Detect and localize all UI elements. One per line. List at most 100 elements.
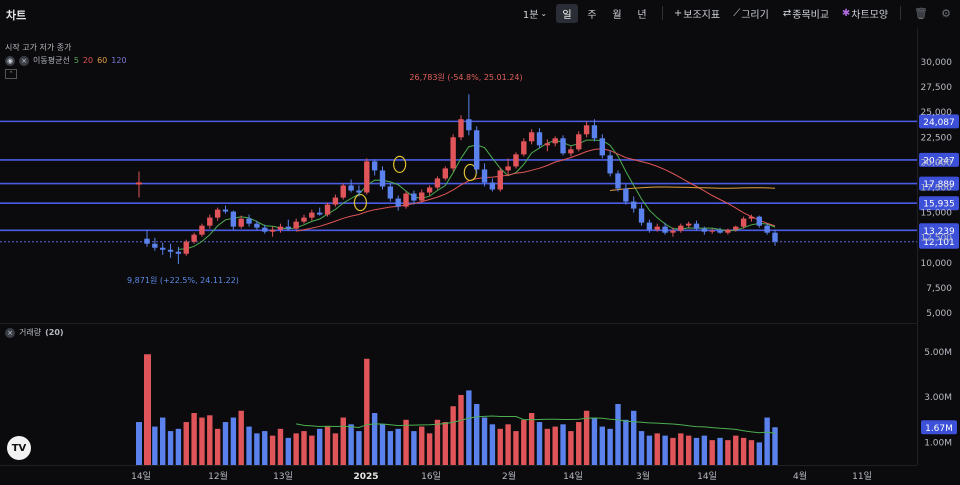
candle-body (544, 143, 551, 146)
volume-tick: 5.00M (924, 348, 952, 358)
volume-bar (395, 428, 401, 465)
volume-bar (160, 417, 166, 465)
highlight-circle (353, 193, 367, 212)
volume-bar (175, 428, 182, 465)
indicator-button[interactable]: + 보조지표 (672, 4, 722, 23)
eye-icon[interactable]: ◉ (5, 55, 15, 66)
close-icon[interactable]: × (5, 327, 15, 338)
candle-body (214, 209, 221, 218)
volume-bar (419, 426, 425, 465)
volume-bar (615, 403, 621, 465)
candle-body (654, 226, 660, 230)
price-tick: 27,500 (921, 83, 953, 93)
volume-bar (387, 431, 394, 465)
candle-body (222, 209, 229, 212)
chevron-down-icon: ⌄ (540, 9, 548, 18)
ma60-line (610, 186, 776, 191)
price-tick: 17,500 (921, 184, 953, 194)
candle-body (717, 230, 723, 233)
volume-bar (222, 422, 229, 465)
candle-body (615, 173, 621, 189)
highlight-circle (393, 155, 407, 174)
volume-bar (489, 424, 496, 465)
period-year-button[interactable]: 년 (637, 10, 647, 21)
candle-body (183, 241, 189, 254)
draw-label: 그리기 (741, 10, 769, 21)
last-price-label: 12,101 (923, 238, 955, 248)
candle-body (560, 138, 566, 154)
period-week-button[interactable]: 주 (587, 10, 597, 21)
volume-bar (654, 433, 660, 465)
volume-bar (733, 435, 739, 465)
volume-bar (638, 431, 645, 465)
high-annotation: 26,783원 (-54.8%, 25.01.24) (409, 73, 522, 82)
chart-style-button[interactable]: ✱ 차트모양 (840, 4, 890, 23)
trash-icon[interactable]: 🗑 (914, 6, 928, 20)
candle-body (521, 141, 527, 155)
volume-bar (434, 419, 441, 465)
volume-bar (230, 417, 237, 465)
candle-body (552, 138, 558, 144)
compare-icon: ⇄ (782, 8, 792, 19)
period-day-button[interactable]: 일 (556, 4, 578, 23)
close-icon[interactable]: × (19, 55, 29, 66)
time-tick: 2025 (353, 472, 378, 482)
volume-bar (740, 437, 747, 465)
candle-body (309, 212, 315, 218)
volume-bar (207, 415, 213, 465)
volume-bar (591, 417, 598, 465)
price-tick: 20,000 (921, 158, 953, 168)
volume-bar (183, 422, 189, 465)
low-annotation: 9,871원 (+22.5%, 24.11.22) (127, 276, 239, 285)
collapse-icon[interactable]: ⌃ (5, 69, 17, 79)
candle-body (772, 232, 778, 242)
candle-body (340, 185, 346, 198)
interval-label: 1분 (522, 10, 539, 21)
candle-body (277, 226, 284, 230)
time-tick: 3월 (636, 470, 650, 482)
candle-body (371, 161, 378, 171)
volume-bar (285, 437, 291, 465)
plus-icon: + (673, 8, 683, 19)
ma20-label: 20 (82, 56, 94, 65)
candle-body (458, 119, 464, 138)
volume-bar (426, 433, 433, 465)
period-month-button[interactable]: 월 (612, 10, 622, 21)
volume-name: 거래량 (19, 328, 42, 337)
volume-bar (309, 435, 315, 465)
candle-body (481, 169, 488, 183)
volume-axis: 5.00M 3.00M 1.00M 1.67M (921, 348, 957, 448)
volume-badge (921, 420, 957, 435)
candle-body (175, 251, 182, 254)
volume-bar (513, 431, 519, 465)
candle-body (505, 166, 511, 171)
volume-bar (576, 422, 582, 465)
candle-body (364, 161, 370, 193)
draw-button[interactable]: ⟋ 그리기 (730, 4, 772, 23)
volume-bar (364, 358, 370, 465)
candle-body (725, 229, 731, 233)
chart-title: 차트 (6, 9, 27, 22)
candle-body (285, 226, 291, 229)
candle-body (207, 217, 213, 226)
interval-dropdown[interactable]: 1분 ⌄ (520, 4, 550, 23)
candle-body (442, 168, 448, 179)
price-badge (919, 223, 959, 238)
candle-body (332, 197, 339, 205)
volume-bar (772, 427, 778, 465)
candle-body (568, 149, 574, 154)
candle-body (631, 201, 637, 209)
volume-bar (764, 417, 770, 465)
compare-button[interactable]: ⇄ 종목비교 (781, 4, 831, 23)
volume-bar (269, 435, 276, 465)
volume-bar (262, 431, 268, 465)
time-axis-border (0, 465, 917, 466)
settings-icon[interactable]: ⚙ (941, 6, 951, 20)
candle-body (607, 155, 613, 174)
compare-label: 종목비교 (792, 10, 830, 21)
volume-bar (340, 417, 346, 465)
candle-body (583, 125, 590, 135)
volume-bar (552, 426, 558, 465)
